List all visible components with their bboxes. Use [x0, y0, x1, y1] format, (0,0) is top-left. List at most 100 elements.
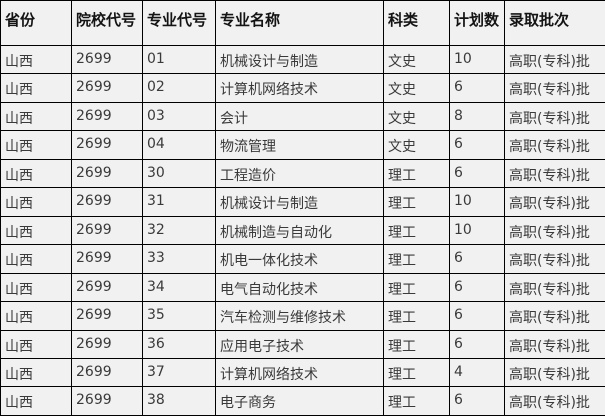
- cell-major_name: 机械设计与制造: [215, 187, 384, 217]
- cell-school_code: 2699: [71, 158, 143, 189]
- cell-major_name: 电子商务: [215, 386, 384, 416]
- cell-batch: 高职(专科)批: [504, 44, 605, 75]
- table-row: 山西 2699 03 会计 文史 8 高职(专科)批: [0, 101, 605, 132]
- cell-batch: 高职(专科)批: [504, 73, 605, 103]
- cell-plan_count: 6: [449, 244, 505, 274]
- table-row: 山西 2699 02 计算机网络技术 文史 6 高职(专科)批: [0, 73, 605, 103]
- cell-school_code: 2699: [71, 329, 143, 359]
- cell-category: 理工: [383, 357, 450, 388]
- cell-school_code: 2699: [71, 73, 143, 103]
- cell-plan_count: 6: [449, 272, 505, 303]
- table-row: 山西 2699 38 电子商务 理工 6 高职(专科)批: [0, 386, 605, 416]
- cell-batch: 高职(专科)批: [504, 158, 605, 189]
- cell-plan_count: 6: [449, 386, 505, 416]
- cell-category: 文史: [383, 130, 450, 160]
- cell-school_code: 2699: [71, 187, 143, 217]
- cell-category: 理工: [383, 158, 450, 189]
- cell-major_name: 汽车检测与维修技术: [215, 301, 384, 331]
- cell-plan_count: 6: [449, 329, 505, 359]
- cell-batch: 高职(专科)批: [504, 244, 605, 274]
- table-row: 山西 2699 01 机械设计与制造 文史 10 高职(专科)批: [0, 44, 605, 75]
- cell-plan_count: 6: [449, 73, 505, 103]
- cell-major_code: 04: [142, 130, 216, 160]
- header-major-code: 专业代号: [142, 0, 216, 46]
- cell-major_code: 37: [142, 357, 216, 388]
- cell-province: 山西: [0, 187, 72, 217]
- cell-plan_count: 4: [449, 357, 505, 388]
- table-row: 山西 2699 04 物流管理 文史 6 高职(专科)批: [0, 130, 605, 160]
- table-row: 山西 2699 32 机械制造与自动化 理工 10 高职(专科)批: [0, 215, 605, 246]
- cell-batch: 高职(专科)批: [504, 329, 605, 359]
- cell-batch: 高职(专科)批: [504, 386, 605, 416]
- cell-major_name: 应用电子技术: [215, 329, 384, 359]
- cell-school_code: 2699: [71, 272, 143, 303]
- table-row: 山西 2699 36 应用电子技术 理工 6 高职(专科)批: [0, 329, 605, 359]
- cell-province: 山西: [0, 244, 72, 274]
- cell-major_code: 38: [142, 386, 216, 416]
- cell-school_code: 2699: [71, 130, 143, 160]
- header-major-name: 专业名称: [215, 0, 384, 46]
- cell-province: 山西: [0, 101, 72, 132]
- cell-major_name: 工程造价: [215, 158, 384, 189]
- cell-major_code: 01: [142, 44, 216, 75]
- cell-school_code: 2699: [71, 357, 143, 388]
- cell-plan_count: 6: [449, 301, 505, 331]
- cell-school_code: 2699: [71, 244, 143, 274]
- cell-major_code: 33: [142, 244, 216, 274]
- cell-plan_count: 10: [449, 215, 505, 246]
- table-row: 山西 2699 31 机械设计与制造 理工 10 高职(专科)批: [0, 187, 605, 217]
- cell-batch: 高职(专科)批: [504, 187, 605, 217]
- cell-category: 理工: [383, 329, 450, 359]
- cell-major_code: 31: [142, 187, 216, 217]
- cell-major_name: 计算机网络技术: [215, 73, 384, 103]
- cell-category: 理工: [383, 301, 450, 331]
- cell-batch: 高职(专科)批: [504, 272, 605, 303]
- cell-school_code: 2699: [71, 101, 143, 132]
- cell-plan_count: 10: [449, 187, 505, 217]
- cell-major_code: 03: [142, 101, 216, 132]
- cell-province: 山西: [0, 386, 72, 416]
- cell-plan_count: 8: [449, 101, 505, 132]
- table-body: 山西 2699 01 机械设计与制造 文史 10 高职(专科)批 山西 2699 02 计算机网络技…: [0, 44, 605, 416]
- cell-category: 理工: [383, 187, 450, 217]
- header-province: 省份: [0, 0, 72, 46]
- cell-category: 理工: [383, 244, 450, 274]
- cell-category: 文史: [383, 44, 450, 75]
- cell-category: 理工: [383, 386, 450, 416]
- cell-province: 山西: [0, 272, 72, 303]
- cell-school_code: 2699: [71, 301, 143, 331]
- cell-batch: 高职(专科)批: [504, 357, 605, 388]
- cell-province: 山西: [0, 44, 72, 75]
- cell-major_name: 电气自动化技术: [215, 272, 384, 303]
- cell-province: 山西: [0, 301, 72, 331]
- cell-plan_count: 6: [449, 130, 505, 160]
- cell-batch: 高职(专科)批: [504, 130, 605, 160]
- cell-batch: 高职(专科)批: [504, 215, 605, 246]
- table-row: 山西 2699 33 机电一体化技术 理工 6 高职(专科)批: [0, 244, 605, 274]
- cell-batch: 高职(专科)批: [504, 301, 605, 331]
- cell-batch: 高职(专科)批: [504, 101, 605, 132]
- cell-major_name: 机电一体化技术: [215, 244, 384, 274]
- table-header: 省份 院校代号 专业代号 专业名称 科类 计划数 录取批次: [0, 0, 605, 46]
- cell-major_code: 32: [142, 215, 216, 246]
- cell-major_name: 物流管理: [215, 130, 384, 160]
- cell-plan_count: 6: [449, 158, 505, 189]
- table-row: 山西 2699 34 电气自动化技术 理工 6 高职(专科)批: [0, 272, 605, 303]
- cell-province: 山西: [0, 158, 72, 189]
- cell-major_code: 02: [142, 73, 216, 103]
- cell-major_name: 机械设计与制造: [215, 44, 384, 75]
- cell-province: 山西: [0, 357, 72, 388]
- cell-school_code: 2699: [71, 386, 143, 416]
- header-school-code: 院校代号: [71, 0, 143, 46]
- cell-category: 文史: [383, 101, 450, 132]
- cell-category: 理工: [383, 272, 450, 303]
- cell-major_code: 35: [142, 301, 216, 331]
- table-row: 山西 2699 35 汽车检测与维修技术 理工 6 高职(专科)批: [0, 301, 605, 331]
- header-category: 科类: [383, 0, 450, 46]
- cell-major_name: 计算机网络技术: [215, 357, 384, 388]
- cell-category: 文史: [383, 73, 450, 103]
- cell-province: 山西: [0, 215, 72, 246]
- cell-major_name: 会计: [215, 101, 384, 132]
